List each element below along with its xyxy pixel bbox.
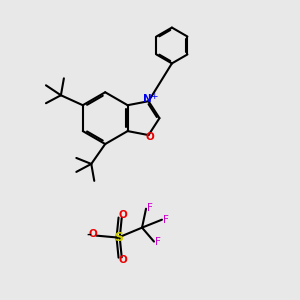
Text: O: O [89, 229, 98, 238]
Text: F: F [154, 237, 160, 247]
Text: F: F [147, 203, 152, 213]
Text: +: + [150, 92, 158, 101]
Text: O: O [145, 132, 154, 142]
Text: F: F [163, 215, 169, 225]
Text: O: O [118, 211, 127, 220]
Text: O: O [118, 255, 127, 265]
Text: S: S [114, 231, 123, 244]
Text: N: N [143, 94, 152, 104]
Text: -: - [86, 230, 91, 240]
